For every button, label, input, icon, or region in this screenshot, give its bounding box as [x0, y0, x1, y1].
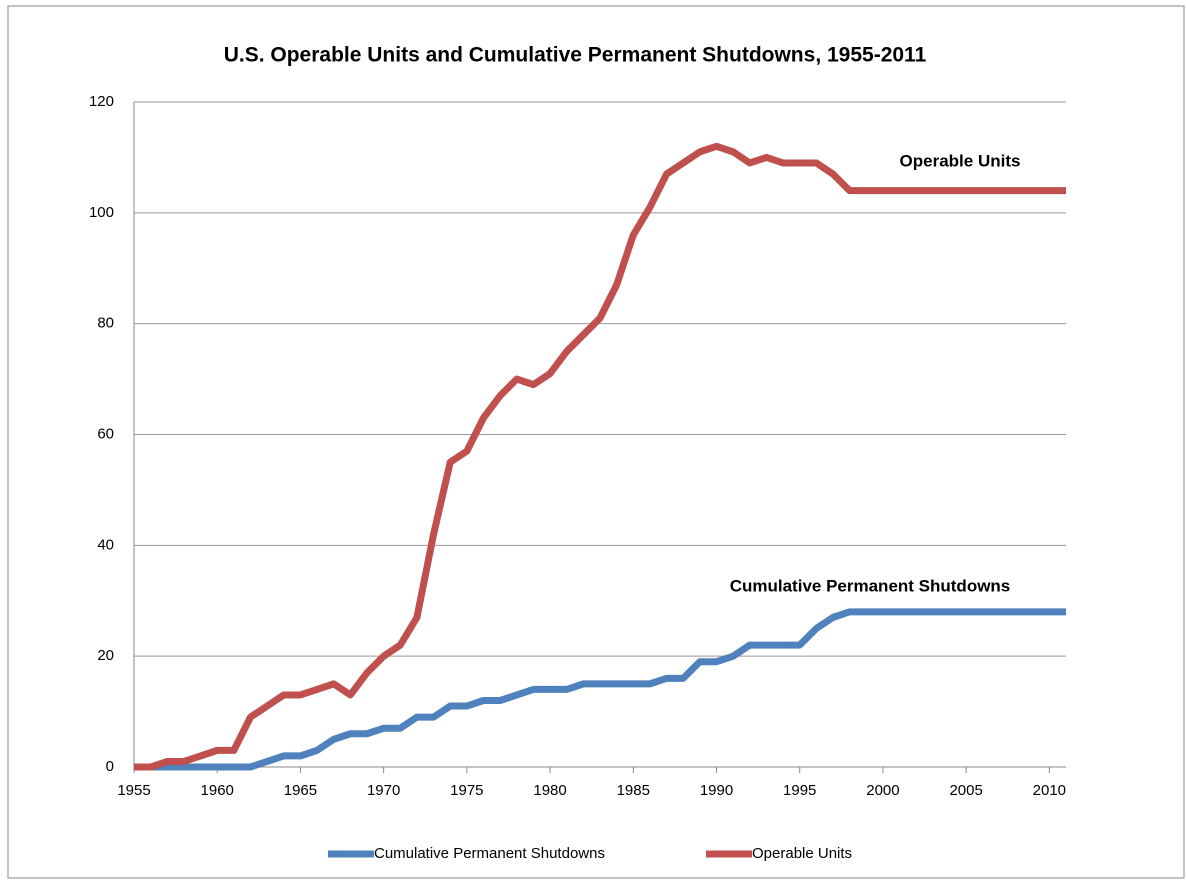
- legend-label: Operable Units: [752, 845, 852, 862]
- x-tick-label: 1970: [367, 782, 400, 799]
- y-tick-label: 120: [89, 93, 114, 110]
- x-tick-label: 1955: [117, 782, 150, 799]
- y-tick-label: 40: [97, 536, 114, 553]
- y-tick-label: 80: [97, 315, 114, 332]
- x-tick-label: 1980: [533, 782, 566, 799]
- y-tick-label: 0: [106, 758, 114, 775]
- legend-label: Cumulative Permanent Shutdowns: [374, 845, 605, 862]
- x-tick-label: 1965: [284, 782, 317, 799]
- y-tick-label: 100: [89, 204, 114, 221]
- x-tick-label: 1975: [450, 782, 483, 799]
- chart-title: U.S. Operable Units and Cumulative Perma…: [224, 44, 927, 67]
- x-tick-label: 1960: [201, 782, 234, 799]
- y-tick-label: 60: [97, 425, 114, 442]
- x-tick-label: 1990: [700, 782, 733, 799]
- y-tick-label: 20: [97, 647, 114, 664]
- x-tick-label: 2000: [866, 782, 899, 799]
- x-tick-label: 1995: [783, 782, 816, 799]
- series-line: [134, 142, 1066, 771]
- x-tick-label: 1985: [617, 782, 650, 799]
- x-tick-label: 2005: [949, 782, 982, 799]
- annotation: Operable Units: [900, 151, 1021, 170]
- x-tick-label: 2010: [1033, 782, 1066, 799]
- annotation: Cumulative Permanent Shutdowns: [730, 576, 1011, 595]
- series-line: [134, 608, 1066, 771]
- chart-frame: [7, 5, 1185, 879]
